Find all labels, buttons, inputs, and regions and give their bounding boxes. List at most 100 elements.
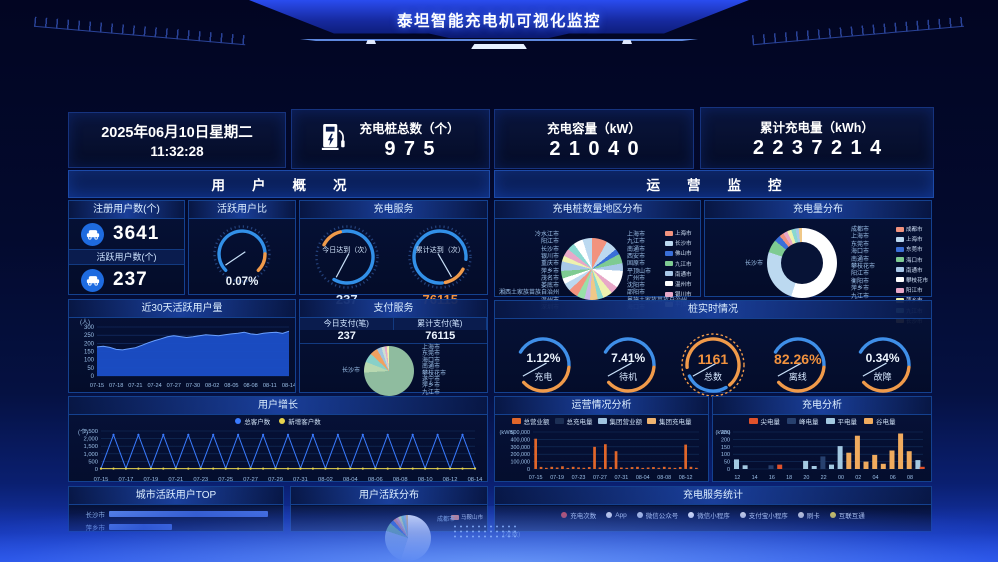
legend-item[interactable]: 支付宝小程序 [739, 510, 788, 520]
legend-item[interactable]: 攀枝花市 [895, 276, 928, 284]
legend-item[interactable]: 南通市 [895, 266, 928, 274]
pie-label: 沈阳市 [627, 283, 646, 290]
capacity-label: 充电容量（kW） [547, 121, 641, 136]
growth-legend: 总客户数 新增客户数 [69, 415, 487, 427]
legend-item[interactable]: 峰电量 [787, 416, 819, 426]
svg-text:08-06: 08-06 [368, 477, 383, 483]
header-notch-right [622, 40, 632, 44]
active-users-value: 237 [113, 269, 148, 290]
panel-growth: 用户增长 总客户数 新增客户数 2,500 2,000 1,500 1,000 500 0 (… [68, 396, 488, 483]
legend-label: 东莞市 [905, 247, 923, 254]
svg-text:2,000: 2,000 [83, 437, 98, 443]
legend-swatch [895, 257, 904, 263]
pie-label: 海口市 [422, 357, 441, 364]
legend-item[interactable]: 上海市 [895, 235, 928, 244]
pie-label: 西安市 [627, 253, 646, 260]
panel-charge-service: 充电服务 今日达到（次） 237 累计达到（次） 76115 [299, 200, 488, 307]
legend-item[interactable]: 充电次数 [561, 510, 596, 520]
legend-item[interactable]: 互联互通 [829, 510, 865, 520]
legend-item[interactable]: 成都市 [895, 225, 928, 233]
legend-label: 上海市 [905, 237, 923, 244]
svg-text:07-15: 07-15 [529, 475, 543, 481]
active-ratio-value: 0.07% [225, 276, 259, 288]
legend-swatch [739, 512, 746, 518]
legend-item[interactable]: 银川市 [664, 290, 697, 298]
svg-text:1,500: 1,500 [83, 444, 98, 450]
legend-item[interactable]: 佛山市 [664, 249, 697, 257]
panel-active-ratio: 活跃用户比 0.07% [188, 200, 296, 295]
legend-label: App [615, 511, 627, 519]
svg-text:07-25: 07-25 [218, 477, 233, 483]
svg-text:08-11: 08-11 [263, 383, 277, 389]
legend-item[interactable]: 马鞍山市 [450, 513, 483, 521]
pie-label: 长沙市 [341, 368, 360, 374]
legend-swatch [664, 230, 673, 236]
svg-text:07-31: 07-31 [614, 475, 628, 481]
legend-item[interactable]: 南通市 [664, 270, 697, 278]
legend-item[interactable]: 新增客户数 [279, 416, 321, 426]
datetime-box: 2025年06月10日星期二 11:32:28 [68, 112, 286, 168]
gauge-label: 总数 [703, 371, 722, 382]
legend-swatch [895, 287, 904, 293]
pie-label: 东莞市 [851, 241, 870, 248]
legend-item[interactable]: 总充电量 [554, 416, 593, 426]
pie-label: 邵阳市 [627, 290, 646, 297]
legend-label: 刷卡 [806, 513, 820, 520]
svg-text:400,000: 400,000 [511, 437, 531, 443]
active-ratio-title: 活跃用户比 [189, 201, 295, 219]
realtime-gauges: 1.12% 充电 7.41% 待机 1161 总数 82.26% 离线 0.34% 故障 [495, 319, 931, 410]
svg-text:07-27: 07-27 [167, 383, 181, 389]
legend-item[interactable]: 集团充电量 [647, 416, 692, 426]
legend-item[interactable]: 温州市 [664, 280, 697, 288]
header-center-dash [471, 44, 527, 49]
active-users-title: 活跃用户数(个) [69, 249, 184, 265]
payment-today-cell: 今日支付(笔) 237 [300, 318, 394, 343]
svg-text:02: 02 [855, 475, 861, 481]
legend-item[interactable]: 总营业额 [511, 416, 550, 426]
pie-label: 广州市 [627, 275, 646, 282]
legend-item[interactable]: 海口市 [895, 256, 928, 264]
legend-item[interactable]: 总客户数 [235, 416, 270, 426]
legend-swatch [561, 512, 568, 518]
legend-item[interactable]: 微信公众号 [636, 510, 678, 520]
legend-swatch [511, 418, 521, 424]
gauge-svg [603, 336, 656, 393]
pie-label: 南通市 [422, 364, 441, 371]
svg-text:00: 00 [838, 475, 844, 481]
legend-label: 集团充电量 [659, 419, 692, 426]
panel-users: 注册用户数(个) 3641 活跃用户数(个) [68, 200, 185, 295]
legend-label: 海口市 [905, 257, 923, 264]
ops-title: 运营情况分析 [495, 397, 708, 415]
city-top-title: 城市活跃用户TOP [69, 487, 283, 505]
legend-item[interactable]: 集团营业额 [597, 416, 642, 426]
pie-label: 成都市 [437, 517, 456, 523]
total-served-gauge [395, 221, 485, 300]
today-served-label: 今日达到（次） [322, 247, 372, 254]
legend-item[interactable]: 微信小程序 [688, 510, 730, 520]
top-header: 泰坦智能充电机可视化监控 [0, 0, 998, 52]
legend-item[interactable]: 上海市 [664, 229, 697, 237]
gauge-label: 故障 [873, 371, 892, 382]
legend-item[interactable]: App [606, 512, 627, 519]
legend-item[interactable]: 阳江市 [895, 286, 928, 294]
energy-donut-area: 成都市上海市东莞市海口市南通市攀枝花市阳江市萍乡市九江市长沙市 长沙市成都市上海… [705, 219, 931, 325]
svg-text:06: 06 [890, 475, 896, 481]
legend-swatch [787, 418, 796, 424]
legend-item[interactable]: 平电量 [825, 416, 857, 426]
energy-total-value: 2237214 [752, 136, 890, 159]
legend-item[interactable]: 刷卡 [797, 510, 820, 520]
pie-label: 上海市 [851, 234, 870, 241]
legend-item[interactable]: 长沙市 [664, 239, 697, 247]
svg-text:07-31: 07-31 [293, 477, 308, 483]
current-date: 2025年06月10日星期二 [101, 125, 253, 141]
pie-label: 萍乡市 [422, 383, 441, 390]
pile-total-label: 充电桩总数（个） [359, 121, 460, 136]
legend-item[interactable]: 东莞市 [895, 245, 928, 254]
pie-label: 茂名市 [540, 275, 559, 282]
svg-text:08-08: 08-08 [657, 475, 671, 481]
legend-item[interactable]: 九江市 [664, 260, 697, 268]
legend-item[interactable]: 谷电量 [864, 416, 896, 426]
legend-item[interactable]: 尖电量 [748, 416, 780, 426]
svg-text:(kWh): (kWh) [500, 430, 515, 436]
